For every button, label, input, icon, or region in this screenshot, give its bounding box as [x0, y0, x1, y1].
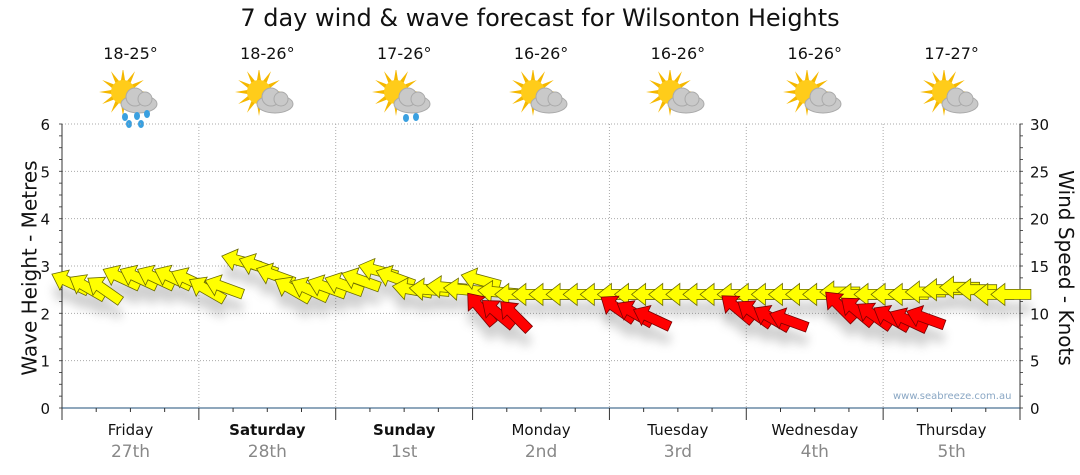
y2-axis-label: Wind Speed - Knots [1053, 170, 1078, 366]
series-yellow-arrows [51, 248, 1032, 307]
arrow-mark [324, 271, 365, 297]
y-tick-label: 6 [40, 116, 50, 134]
y-tick-label: 0 [40, 400, 50, 418]
y-tick-label: 5 [40, 163, 50, 181]
weather-sun-cloud-icon [473, 68, 610, 134]
day-name: Monday [511, 421, 571, 439]
day-temperature: 17-26° [376, 44, 432, 63]
day-name: Thursday [916, 421, 987, 439]
arrow-mark [274, 276, 313, 305]
day-date: 27th [110, 442, 151, 462]
y-tick-label: 3 [40, 258, 50, 276]
arrow-mark [905, 305, 947, 331]
y-axis-label: Wave Height - Metres [17, 160, 42, 376]
day-date: 4th [800, 442, 829, 462]
arrow-mark [500, 301, 534, 334]
day-name: Tuesday [647, 421, 709, 439]
arrow-mark [873, 305, 912, 333]
arrow-mark [737, 300, 775, 330]
day-temperature: 18-26° [240, 44, 295, 63]
weather-sun-cloud-icon [609, 68, 746, 134]
y-tick-label: 1 [40, 353, 50, 371]
series-red-arrows [467, 291, 947, 334]
day-name: Friday [107, 421, 154, 439]
day-temperature: 16-26° [513, 44, 569, 63]
watermark: www.seabreeze.com.au [893, 391, 1012, 402]
arrow-mark [307, 274, 348, 300]
arrow-mark [204, 274, 245, 300]
arrow-mark [341, 267, 382, 293]
y-tick-label: 2 [40, 305, 50, 323]
arrow-mark [290, 276, 331, 304]
y2-tick-label: 30 [1030, 116, 1049, 134]
y2-tick-label: 5 [1030, 353, 1040, 371]
arrow-mark [467, 292, 498, 328]
arrow-mark [136, 264, 177, 292]
day-date: 5th [937, 442, 966, 462]
arrow-mark [632, 304, 673, 332]
arrow-mark [769, 307, 810, 333]
y-tick-label: 4 [40, 211, 50, 229]
chart-title: 7 day wind & wave forecast for Wilsonton… [240, 4, 840, 32]
arrow-mark [69, 274, 108, 303]
arrow-mark [857, 302, 894, 332]
arrow-mark [841, 297, 877, 329]
weather-sun-cloud-rain-icon [62, 68, 199, 134]
day-name: Saturday [229, 421, 306, 439]
day-date: 2nd [524, 442, 558, 462]
arrow-mark [119, 264, 160, 292]
y2-tick-label: 10 [1030, 305, 1049, 323]
day-date: 28th [247, 442, 287, 462]
weather-sun-cloud-icon [883, 68, 1020, 134]
day-name: Wednesday [771, 421, 859, 439]
weather-sun-cloud-light-rain-icon [336, 68, 473, 134]
day-temperature: 17-27° [924, 44, 979, 63]
day-temperature: 16-26° [787, 44, 843, 63]
arrow-mark [600, 295, 638, 325]
day-temperature: 18-25° [103, 44, 158, 63]
weather-sun-cloud-icon [199, 68, 336, 134]
day-date: 1st [391, 442, 418, 462]
arrow-mark [889, 307, 930, 334]
arrow-mark [825, 291, 859, 325]
arrow-mark [87, 276, 125, 306]
day-temperature: 16-26° [650, 44, 706, 63]
arrow-mark [188, 276, 228, 305]
day-date: 3rd [663, 442, 693, 462]
y2-tick-label: 20 [1030, 211, 1049, 229]
day-name: Sunday [373, 421, 436, 439]
arrow-mark [990, 282, 1032, 307]
y2-tick-label: 25 [1030, 163, 1049, 181]
arrow-mark [481, 300, 517, 331]
arrow-mark [721, 295, 757, 326]
weather-sun-cloud-icon [746, 68, 883, 134]
y2-tick-label: 15 [1030, 258, 1049, 276]
arrow-mark [102, 264, 143, 292]
y2-tick-label: 0 [1030, 400, 1040, 418]
